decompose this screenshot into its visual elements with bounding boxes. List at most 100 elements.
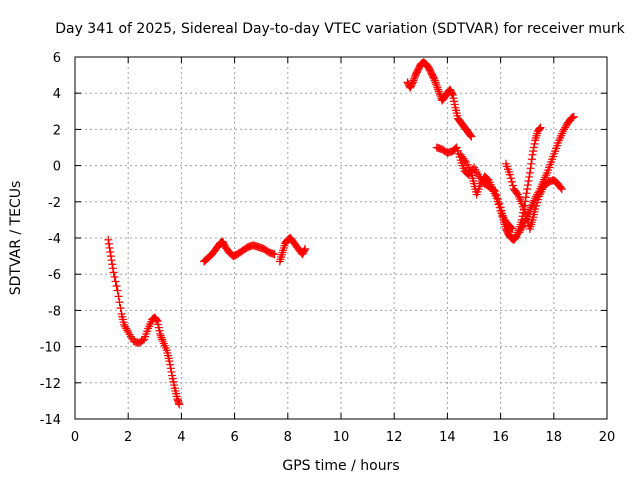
data-point <box>120 320 129 329</box>
data-point <box>121 322 130 331</box>
y-tick-label: -10 <box>40 341 61 356</box>
grid <box>75 57 607 419</box>
data-point <box>531 194 540 203</box>
x-tick-label: 12 <box>386 430 403 445</box>
data-point <box>448 89 457 98</box>
y-tick-label: -8 <box>48 304 61 319</box>
data-point <box>300 246 309 255</box>
data-point <box>512 189 521 198</box>
data-point <box>105 243 114 252</box>
data-point <box>523 185 532 194</box>
data-point <box>525 172 534 181</box>
x-tick-labels: 0 2 4 6 8 10 12 14 16 18 20 <box>71 430 615 445</box>
data-point <box>508 224 517 233</box>
series-segment-1 <box>104 235 184 409</box>
data-point <box>532 192 541 201</box>
data-point <box>518 223 527 232</box>
data-point <box>476 179 485 188</box>
data-point <box>525 168 534 177</box>
plot-frame <box>74 56 608 420</box>
data-point <box>270 250 279 259</box>
data-point <box>530 139 539 148</box>
data-point <box>410 74 419 83</box>
data-point <box>116 304 125 313</box>
y-tick-labels: -14 -12 -10 -8 -6 -4 -2 0 2 4 6 <box>40 51 61 428</box>
data-point <box>527 159 536 168</box>
data-point <box>529 143 538 152</box>
y-tick-label: 6 <box>53 51 61 66</box>
data-point <box>114 292 123 301</box>
data-point <box>569 112 578 121</box>
data-point <box>434 87 443 96</box>
data-point <box>557 185 566 194</box>
x-tick-label: 6 <box>230 430 238 445</box>
chart-title: Day 341 of 2025, Sidereal Day-to-day VTE… <box>55 21 625 37</box>
data-point <box>505 170 514 179</box>
y-tick-label: -14 <box>40 413 61 428</box>
data-point <box>156 329 165 338</box>
data-point <box>467 132 476 141</box>
data-point <box>524 176 533 185</box>
data-point <box>122 324 131 333</box>
series-segment-8 <box>515 112 578 237</box>
y-tick-label: 2 <box>53 123 61 138</box>
y-tick-label: 0 <box>53 160 61 175</box>
series-segment-3 <box>275 234 310 266</box>
x-axis-title: GPS time / hours <box>282 458 399 474</box>
data-point <box>560 125 569 134</box>
y-tick-label: -2 <box>48 196 61 211</box>
data-point <box>506 174 515 183</box>
series-segment-2 <box>200 237 279 266</box>
data-point <box>482 174 491 183</box>
data-point <box>433 83 442 92</box>
data-point <box>166 360 175 369</box>
data-point <box>301 244 310 253</box>
data-point <box>534 188 543 197</box>
x-tick-label: 0 <box>71 430 79 445</box>
data-point <box>535 124 544 133</box>
x-tick-label: 14 <box>439 430 456 445</box>
x-tick-label: 2 <box>124 430 132 445</box>
data-point <box>165 357 174 366</box>
data-point <box>432 80 441 89</box>
data-point <box>477 177 486 186</box>
data-point <box>166 364 175 373</box>
data-point <box>152 315 161 324</box>
data-point <box>460 156 469 165</box>
data-point <box>559 127 568 136</box>
data-point <box>123 326 132 335</box>
data-point <box>535 125 544 134</box>
y-axis-title: SDTVAR / TECUs <box>8 181 24 296</box>
data-point <box>175 400 184 409</box>
data-point <box>508 181 517 190</box>
y-tick-label: -6 <box>48 268 61 283</box>
data-point <box>430 76 439 85</box>
y-tick-label: -4 <box>48 232 61 247</box>
data-point <box>506 223 515 232</box>
data-point <box>526 164 535 173</box>
data-point <box>507 224 516 233</box>
data-point <box>106 248 115 257</box>
data-point <box>432 81 441 90</box>
data-point <box>106 252 115 261</box>
data-point <box>408 78 417 87</box>
data-point <box>527 155 536 164</box>
data-point <box>108 260 117 269</box>
data-point <box>517 224 526 233</box>
y-tick-label: -12 <box>40 377 61 392</box>
series-segment-4 <box>403 58 476 141</box>
data-point <box>466 130 475 139</box>
data-point <box>507 177 516 186</box>
data-point <box>523 181 532 190</box>
data-point <box>109 268 118 277</box>
x-tick-label: 18 <box>546 430 563 445</box>
data-point <box>113 286 122 295</box>
data-point <box>511 234 520 242</box>
x-tick-label: 8 <box>284 430 292 445</box>
data-point <box>536 123 545 132</box>
data-point <box>522 189 531 198</box>
data-point <box>409 76 418 85</box>
x-tick-label: 10 <box>333 430 350 445</box>
